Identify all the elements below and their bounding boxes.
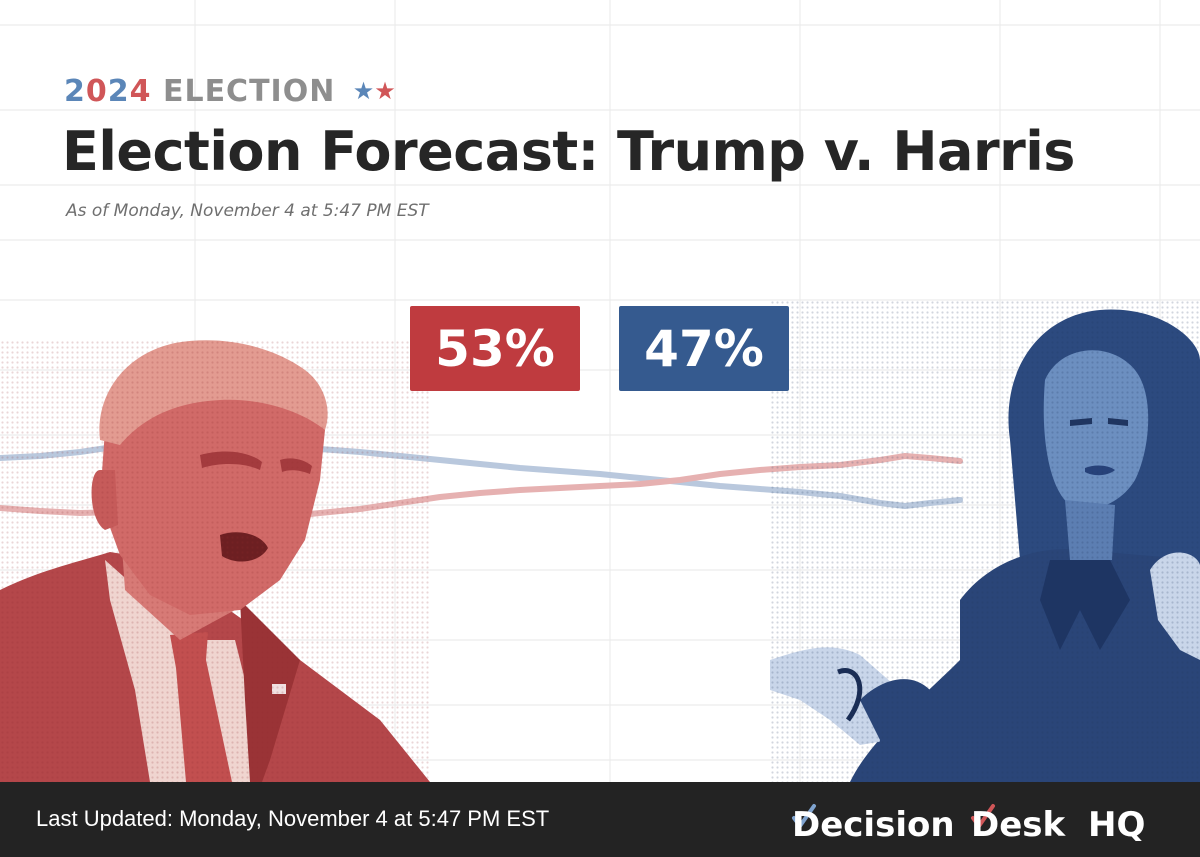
as-of-timestamp: As of Monday, November 4 at 5:47 PM EST xyxy=(66,201,429,221)
page-title: Election Forecast: Trump v. Harris xyxy=(62,120,1075,183)
stars-icon: ★★ xyxy=(352,77,396,105)
blue-check-icon xyxy=(792,804,816,828)
brand-word-decision: Decision xyxy=(792,805,955,844)
year-digit-1: 2 xyxy=(64,74,86,109)
brand-word-hq: HQ xyxy=(1088,805,1145,844)
trump-percentage-badge: 53% xyxy=(410,306,580,391)
election-kicker: 2024 ELECTION ★★ xyxy=(64,74,396,109)
brand-word-desk: Desk xyxy=(971,805,1067,844)
last-updated-text: Last Updated: Monday, November 4 at 5:47… xyxy=(36,806,550,831)
year-digit-3: 2 xyxy=(107,74,130,109)
year-digit-2: 0 xyxy=(85,74,108,109)
year-digit-4: 4 xyxy=(129,74,152,109)
harris-percentage-badge: 47% xyxy=(619,306,789,391)
decision-desk-hq-logo[interactable]: Decision Desk HQ xyxy=(788,796,1158,844)
footer-bar: Last Updated: Monday, November 4 at 5:47… xyxy=(0,782,1200,857)
election-label: ELECTION xyxy=(162,74,336,109)
red-check-icon xyxy=(971,804,995,828)
